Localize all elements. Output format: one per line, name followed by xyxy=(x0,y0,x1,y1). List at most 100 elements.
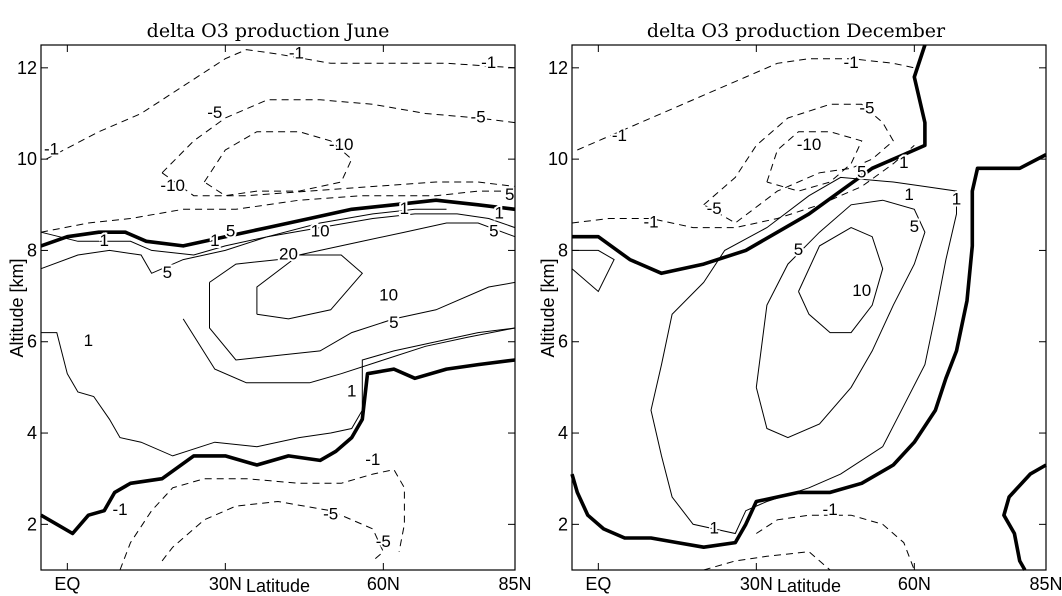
contour-label: -5 xyxy=(323,505,338,524)
contour-label: 1 xyxy=(904,185,913,204)
contour-label: 1 xyxy=(400,199,409,218)
y-tick-label: 6 xyxy=(558,332,568,352)
contour-label: 1 xyxy=(210,231,219,250)
plot-frame xyxy=(40,44,516,571)
contour-label: -5 xyxy=(707,199,722,218)
contour-label: -5 xyxy=(471,107,486,126)
contour-label: 10 xyxy=(852,281,871,300)
contour-label: -1 xyxy=(643,212,658,231)
contour-label: 1 xyxy=(494,203,503,222)
y-axis-label: Altitude [km] xyxy=(7,258,27,357)
contour-line-level-neg1 xyxy=(40,190,515,233)
contour-label: -1 xyxy=(44,139,59,158)
plot-area: -1 -1-1-5 -5-10-101 11 15555510102011-1-1-5-… xyxy=(40,42,516,571)
y-tick-label: 8 xyxy=(558,240,568,260)
contour-line-level-10 xyxy=(209,222,516,283)
contour-line-level-5 xyxy=(755,199,926,439)
y-tick-label: 10 xyxy=(17,149,37,169)
contour-line-level-5 xyxy=(182,318,516,384)
contour-line-level-neg1 xyxy=(119,469,405,571)
x-tick-label: EQ xyxy=(54,574,80,594)
contour-line-level-neg1 xyxy=(46,49,516,160)
contour-label: 10 xyxy=(379,286,398,305)
contour-label: -10 xyxy=(797,135,822,154)
contour-label: -1 xyxy=(823,500,838,519)
plot-area: -1 -1 -5 -5 -10 -1 5 1 1 1 5 5 10 1 -1 xyxy=(570,44,1047,571)
contour-label: 5 xyxy=(857,162,866,181)
contour-line-level-0 xyxy=(40,198,516,248)
contour-label: 20 xyxy=(279,244,298,263)
contour-line-level-1 xyxy=(41,327,516,457)
contour-label: 1 xyxy=(99,231,108,250)
x-axis-label: Latitude xyxy=(777,576,841,596)
contour-line-level-10 xyxy=(798,227,884,334)
contour-line-level-10 xyxy=(209,281,516,361)
contour-label: 5 xyxy=(226,222,235,241)
axis-ticks: EQ 30N 60N 85N 2 4 6 8 10 12 xyxy=(17,45,532,594)
contour-panel-december: delta O3 production December -1 -1 -5 -5 -10… xyxy=(538,20,1062,596)
contour-label: 5 xyxy=(389,313,398,332)
contour-label: -5 xyxy=(376,532,391,551)
x-tick-label: 60N xyxy=(367,574,400,594)
contour-line-level-neg1 xyxy=(756,514,915,571)
y-tick-label: 2 xyxy=(27,514,37,534)
contour-label: -1 xyxy=(112,500,127,519)
contour-line-level-0 xyxy=(40,358,516,536)
contour-label: -10 xyxy=(329,135,354,154)
contour-label: -5 xyxy=(859,98,874,117)
contour-label: 5 xyxy=(489,222,498,241)
contour-line-level-neg10 xyxy=(203,131,353,197)
x-axis-label: Latitude xyxy=(246,576,310,596)
chart-title: delta O3 production December xyxy=(647,20,946,42)
contour-line-level-0 xyxy=(572,44,927,276)
contour-label: 5 xyxy=(910,217,919,236)
x-tick-label: 30N xyxy=(209,574,242,594)
contour-line-level-neg5 xyxy=(161,500,384,562)
contour-label: 10 xyxy=(311,222,330,241)
x-tick-label: 60N xyxy=(898,574,931,594)
x-tick-label: 85N xyxy=(1029,574,1062,594)
contour-line-level-1 xyxy=(40,208,447,256)
y-tick-label: 12 xyxy=(17,58,37,78)
contour-line-level-1 xyxy=(650,176,957,535)
y-tick-label: 10 xyxy=(548,149,568,169)
x-tick-label: EQ xyxy=(585,574,611,594)
contour-line-level-neg5 xyxy=(161,172,516,197)
contour-line-level-neg5 xyxy=(703,103,894,224)
plot-frame xyxy=(571,44,1047,571)
y-tick-label: 2 xyxy=(558,514,568,534)
contour-line-level-1 xyxy=(571,249,615,293)
contour-label: 1 xyxy=(347,381,356,400)
contour-line-level-0 xyxy=(570,153,1047,549)
x-tick-label: 30N xyxy=(740,574,773,594)
contour-line-level-0 xyxy=(1002,463,1047,571)
chart-title: delta O3 production June xyxy=(147,20,390,42)
contour-line-level-5 xyxy=(40,213,516,274)
contour-label: 1 xyxy=(952,190,961,209)
contour-label: 1 xyxy=(709,518,718,537)
contour-line-level-neg1 xyxy=(571,145,915,229)
y-tick-label: 6 xyxy=(27,332,37,352)
contour-label: -1 xyxy=(481,53,496,72)
x-tick-label: 85N xyxy=(498,574,531,594)
contour-label: 1 xyxy=(899,153,908,172)
contour-label: -10 xyxy=(160,176,185,195)
y-tick-label: 4 xyxy=(558,423,568,443)
y-axis-label: Altitude [km] xyxy=(538,258,558,357)
y-tick-label: 8 xyxy=(27,240,37,260)
contour-label: -1 xyxy=(612,126,627,145)
contour-label: 5 xyxy=(505,185,514,204)
contour-label: 1 xyxy=(84,331,93,350)
contour-label: -1 xyxy=(844,53,859,72)
contour-line-level-20 xyxy=(256,254,364,320)
contour-line-level-neg10 xyxy=(766,131,863,192)
contour-label: -5 xyxy=(207,103,222,122)
axis-ticks: EQ 30N 60N 85N 2 4 6 8 10 12 xyxy=(548,45,1062,594)
contour-label: 5 xyxy=(163,263,172,282)
contour-label: -1 xyxy=(289,44,304,63)
contour-label: 5 xyxy=(794,240,803,259)
y-tick-label: 12 xyxy=(548,58,568,78)
contour-line-level-neg1 xyxy=(577,58,915,151)
contour-label: -1 xyxy=(365,450,380,469)
